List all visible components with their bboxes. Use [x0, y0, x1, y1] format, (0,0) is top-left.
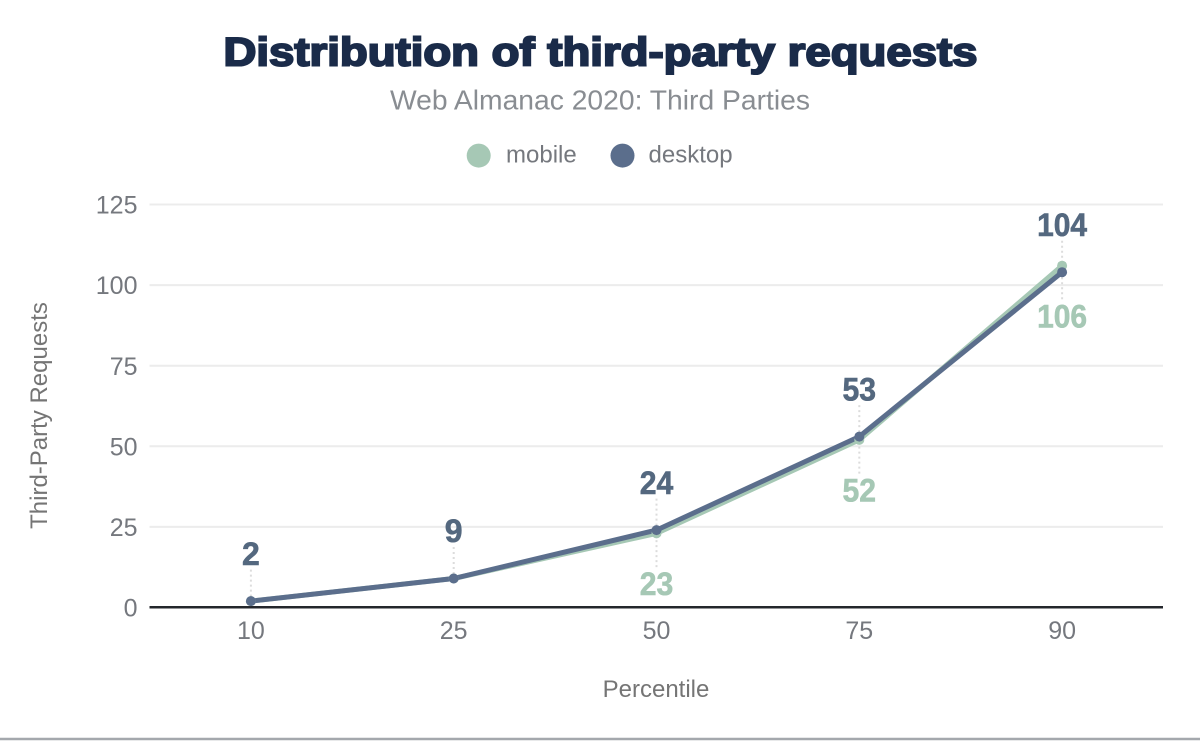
- svg-text:Third-Party Requests: Third-Party Requests: [26, 302, 53, 529]
- svg-text:Percentile: Percentile: [603, 676, 710, 703]
- svg-text:106: 106: [1037, 299, 1087, 335]
- svg-text:75: 75: [110, 353, 138, 381]
- svg-text:2: 2: [242, 536, 260, 572]
- svg-text:50: 50: [110, 433, 138, 461]
- svg-text:mobile: mobile: [506, 142, 577, 169]
- svg-text:24: 24: [640, 465, 674, 501]
- svg-text:125: 125: [96, 192, 138, 220]
- svg-text:Web Almanac 2020: Third Partie: Web Almanac 2020: Third Parties: [390, 85, 810, 116]
- svg-text:desktop: desktop: [649, 142, 733, 169]
- svg-text:52: 52: [843, 473, 877, 509]
- svg-text:90: 90: [1048, 617, 1076, 645]
- svg-text:100: 100: [96, 272, 138, 300]
- svg-text:50: 50: [643, 617, 671, 645]
- svg-text:0: 0: [124, 594, 138, 622]
- svg-text:53: 53: [843, 371, 877, 407]
- svg-text:23: 23: [640, 566, 674, 602]
- svg-text:9: 9: [445, 513, 463, 549]
- svg-text:75: 75: [845, 617, 873, 645]
- svg-text:25: 25: [440, 617, 468, 645]
- svg-text:10: 10: [237, 617, 265, 645]
- svg-text:104: 104: [1037, 207, 1087, 243]
- svg-text:Distribution of third-party re: Distribution of third-party requests: [224, 31, 978, 75]
- svg-text:25: 25: [110, 514, 138, 542]
